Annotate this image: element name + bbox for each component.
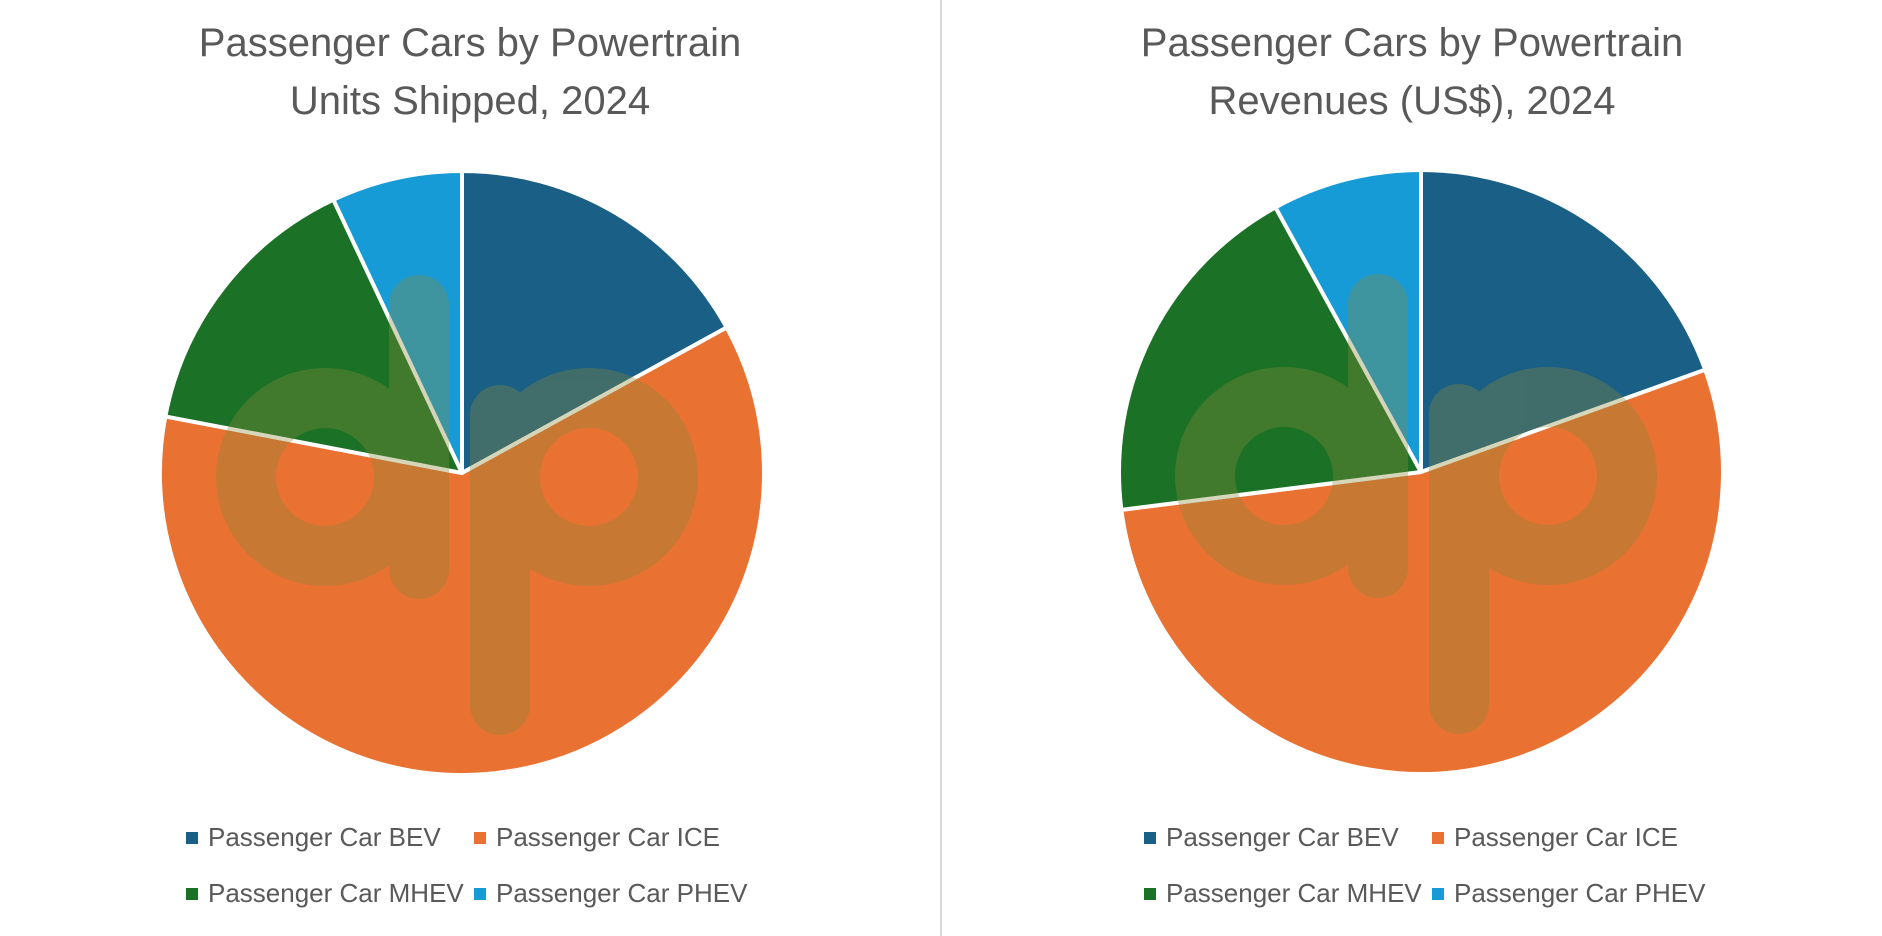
legend-label-phev: Passenger Car PHEV bbox=[1454, 878, 1706, 908]
pie-slice-bev bbox=[1419, 168, 1708, 474]
watermark-logo bbox=[216, 275, 698, 735]
legend-swatch-mhev bbox=[186, 887, 198, 900]
legend-item-mhev: Passenger Car MHEV bbox=[1144, 878, 1422, 909]
pie-slice-ice bbox=[158, 325, 766, 777]
legend-swatch-ice bbox=[1432, 831, 1444, 844]
chart-title-revenues: Passenger Cars by Powertrain Revenues (U… bbox=[942, 14, 1882, 130]
legend-swatch-ice bbox=[474, 831, 486, 844]
chart-panel-revenues: Passenger Cars by Powertrain Revenues (U… bbox=[942, 0, 1882, 936]
pie-chart-revenues bbox=[1117, 168, 1725, 776]
pie-slice-mhev bbox=[163, 197, 464, 475]
chart-subtitle-line: Units Shipped, 2024 bbox=[289, 79, 651, 123]
legend-item-ice: Passenger Car ICE bbox=[1432, 822, 1678, 853]
legend-item-bev: Passenger Car BEV bbox=[1144, 822, 1399, 853]
legend-swatch-bev bbox=[186, 831, 198, 844]
pie-slice-phev bbox=[1273, 168, 1423, 474]
chart-subtitle-line: Revenues (US$), 2024 bbox=[1208, 79, 1616, 123]
legend-item-mhev: Passenger Car MHEV bbox=[186, 878, 464, 909]
panel-divider bbox=[940, 0, 942, 936]
chart-panel-units: Passenger Cars by Powertrain Units Shipp… bbox=[0, 0, 940, 936]
legend-item-bev: Passenger Car BEV bbox=[186, 822, 441, 853]
legend-swatch-phev bbox=[474, 887, 486, 900]
legend-label-mhev: Passenger Car MHEV bbox=[208, 878, 464, 908]
watermark-logo bbox=[1175, 274, 1657, 734]
legend-item-phev: Passenger Car PHEV bbox=[474, 878, 747, 909]
legend-label-phev: Passenger Car PHEV bbox=[496, 878, 748, 908]
pie-slice-phev bbox=[331, 169, 464, 475]
legend-item-phev: Passenger Car PHEV bbox=[1432, 878, 1705, 909]
pie-slice-bev bbox=[460, 169, 729, 475]
legend-swatch-mhev bbox=[1144, 887, 1156, 900]
pie-chart-units bbox=[158, 169, 766, 777]
legend-swatch-bev bbox=[1144, 831, 1156, 844]
legend-label-bev: Passenger Car BEV bbox=[208, 822, 441, 852]
legend-label-bev: Passenger Car BEV bbox=[1166, 822, 1399, 852]
chart-title-line: Passenger Cars by Powertrain bbox=[198, 21, 742, 65]
legend-label-mhev: Passenger Car MHEV bbox=[1166, 878, 1422, 908]
pie-slice-ice bbox=[1119, 367, 1725, 776]
chart-title-line: Passenger Cars by Powertrain bbox=[1140, 21, 1684, 65]
chart-title-units: Passenger Cars by Powertrain Units Shipp… bbox=[0, 14, 940, 130]
pie-slice-mhev bbox=[1117, 205, 1423, 512]
legend-swatch-phev bbox=[1432, 887, 1444, 900]
legend-item-ice: Passenger Car ICE bbox=[474, 822, 720, 853]
legend-label-ice: Passenger Car ICE bbox=[1454, 822, 1678, 852]
legend-label-ice: Passenger Car ICE bbox=[496, 822, 720, 852]
